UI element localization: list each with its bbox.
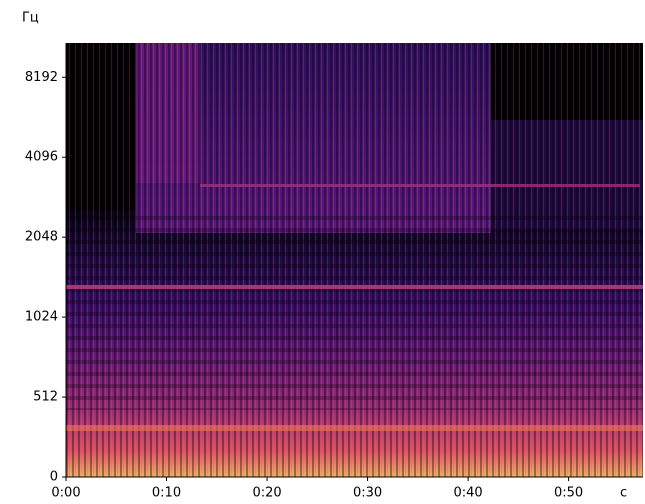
- y-tick-label: 4096: [25, 150, 58, 165]
- x-tick-label: 0:40: [453, 486, 482, 501]
- y-tick-label: 0: [50, 470, 58, 485]
- x-axis-label: с: [620, 486, 627, 501]
- chart: Гц с 0 512 1024 2048 4096 8192 0:00 0:10 0:20 0:3…: [0, 0, 645, 504]
- y-tick-label: 8192: [25, 70, 58, 85]
- x-tick-label: 0:30: [353, 486, 382, 501]
- y-tick-label: 1024: [25, 310, 58, 325]
- x-tick-label: 0:50: [554, 486, 583, 501]
- x-tick-label: 0:00: [51, 486, 80, 501]
- x-tick-label: 0:10: [152, 486, 181, 501]
- x-tick-label: 0:20: [252, 486, 281, 501]
- y-axis-label: Гц: [22, 11, 39, 26]
- y-tick-label: 2048: [25, 230, 58, 245]
- y-tick-label: 512: [33, 390, 58, 405]
- spectrogram: [66, 43, 643, 477]
